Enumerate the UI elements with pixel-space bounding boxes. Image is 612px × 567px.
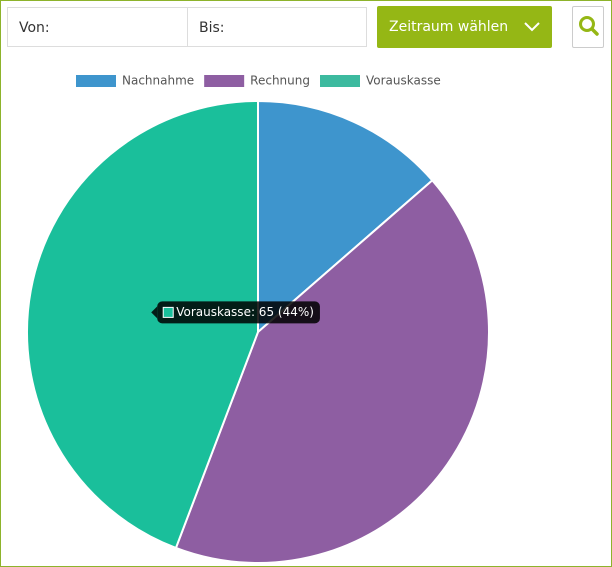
search-button[interactable] [572, 6, 604, 48]
legend-label: Vorauskasse [366, 74, 441, 88]
pie-slice [26, 99, 259, 550]
legend-swatch [204, 75, 245, 87]
pie-slice [174, 178, 490, 564]
chevron-icon [524, 22, 540, 32]
tooltip-text: Vorauskasse: 65 (44%) [176, 305, 314, 319]
search-icon [579, 16, 599, 36]
period-button[interactable]: Zeitraum wählen [377, 6, 552, 48]
tooltip-box [157, 301, 320, 324]
period-button-label: Zeitraum wählen [389, 19, 509, 35]
tooltip-arrow [151, 306, 158, 319]
from-input[interactable]: Von: [7, 7, 188, 47]
pie-slice [257, 99, 434, 335]
from-label: Von: [19, 20, 50, 36]
legend-swatch [320, 75, 360, 87]
to-input[interactable]: Bis: [187, 7, 367, 47]
tooltip-swatch [162, 306, 174, 318]
legend-label: Nachnahme [122, 74, 194, 88]
legend-swatch [76, 75, 116, 87]
tooltip: Vorauskasse: 65 (44%) [151, 301, 320, 324]
legend-label: Rechnung [250, 74, 310, 88]
chart: Nachnahme Rechnung Vorauskasse Vorauskasse:… [26, 74, 490, 564]
to-label: Bis: [199, 20, 225, 36]
